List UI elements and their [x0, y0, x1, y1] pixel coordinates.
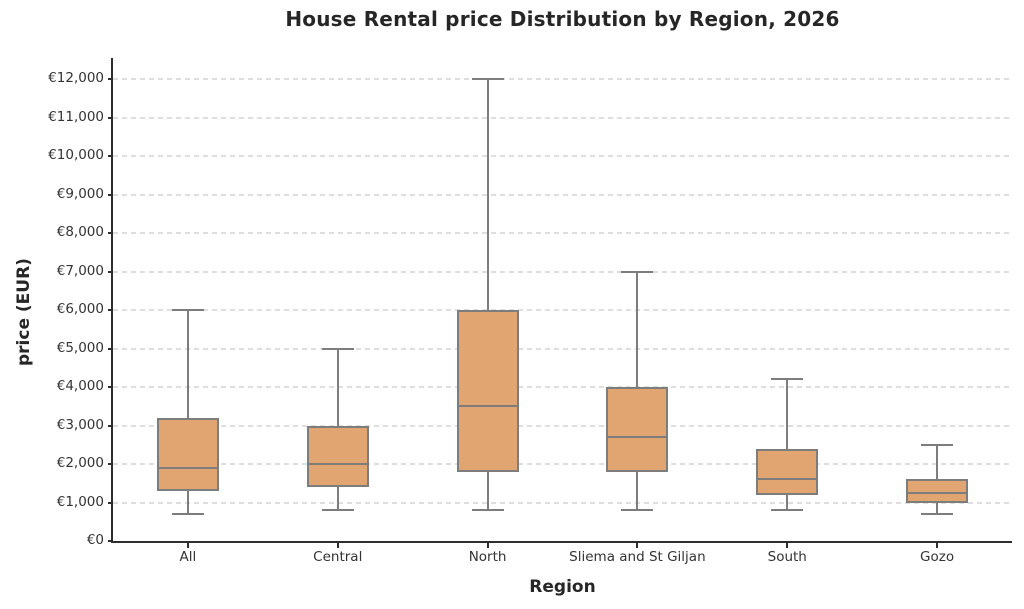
y-tick-label-11000: €11,000 — [48, 108, 104, 125]
whisker-cap-max-all — [171, 309, 204, 312]
gridline-6000 — [113, 309, 1012, 312]
boxplot-box-all — [156, 417, 219, 491]
y-tick-label-1000: €1,000 — [56, 493, 104, 510]
whisker-cap-max-north — [471, 78, 504, 81]
y-tick-label-7000: €7,000 — [56, 262, 104, 279]
whisker-upper-north — [486, 79, 489, 311]
y-tick-label-6000: €6,000 — [56, 301, 104, 318]
boxplot-box-sliema-and-st-giljan — [606, 387, 669, 472]
y-tick-2000 — [108, 463, 113, 466]
whisker-upper-all — [186, 310, 189, 418]
x-tick-south — [786, 543, 789, 548]
x-tick-north — [486, 543, 489, 548]
y-tick-1000 — [108, 501, 113, 504]
median-line-south — [756, 478, 819, 481]
whisker-cap-min-north — [471, 509, 504, 512]
x-tick-gozo — [936, 543, 939, 548]
gridline-5000 — [113, 347, 1012, 350]
gridline-10000 — [113, 155, 1012, 158]
y-tick-label-8000: €8,000 — [56, 224, 104, 241]
x-tick-label-all: All — [179, 549, 197, 565]
whisker-lower-north — [486, 471, 489, 511]
gridline-9000 — [113, 193, 1012, 196]
whisker-upper-sliema-and-st-giljan — [636, 271, 639, 388]
x-tick-label-sliema-and-st-giljan: Sliema and St Giljan — [569, 549, 706, 565]
whisker-cap-min-sliema-and-st-giljan — [621, 509, 654, 512]
median-line-sliema-and-st-giljan — [606, 436, 669, 439]
y-tick-6000 — [108, 309, 113, 312]
y-tick-label-10000: €10,000 — [48, 147, 104, 164]
y-tick-12000 — [108, 78, 113, 81]
gridline-3000 — [113, 424, 1012, 427]
y-tick-label-3000: €3,000 — [56, 416, 104, 433]
whisker-cap-min-south — [771, 509, 804, 512]
boxplot-box-north — [456, 310, 519, 472]
x-tick-label-south: South — [767, 549, 807, 565]
boxplot-box-central — [306, 425, 369, 488]
whisker-lower-gozo — [936, 502, 939, 515]
y-tick-4000 — [108, 386, 113, 389]
y-tick-3000 — [108, 424, 113, 427]
boxplot-box-south — [756, 448, 819, 495]
gridline-12000 — [113, 78, 1012, 81]
x-tick-label-gozo: Gozo — [920, 549, 955, 565]
x-tick-central — [336, 543, 339, 548]
y-tick-11000 — [108, 116, 113, 119]
boxplot-box-gozo — [906, 479, 969, 503]
x-tick-all — [186, 543, 189, 548]
y-tick-0 — [108, 540, 113, 542]
gridline-8000 — [113, 232, 1012, 235]
y-tick-5000 — [108, 347, 113, 350]
y-tick-9000 — [108, 193, 113, 196]
whisker-lower-sliema-and-st-giljan — [636, 471, 639, 511]
gridline-7000 — [113, 270, 1012, 273]
x-tick-label-north: North — [468, 549, 507, 565]
x-axis-title: Region — [529, 577, 596, 597]
y-tick-label-2000: €2,000 — [56, 455, 104, 472]
y-tick-7000 — [108, 270, 113, 273]
y-tick-label-12000: €12,000 — [48, 70, 104, 87]
whisker-upper-gozo — [936, 444, 939, 480]
y-tick-10000 — [108, 155, 113, 158]
y-tick-label-9000: €9,000 — [56, 185, 104, 202]
x-tick-label-central: Central — [313, 549, 363, 565]
whisker-cap-max-gozo — [921, 443, 954, 446]
chart-title: House Rental price Distribution by Regio… — [285, 7, 840, 31]
whisker-cap-max-south — [771, 378, 804, 381]
y-tick-label-4000: €4,000 — [56, 378, 104, 395]
whisker-cap-max-sliema-and-st-giljan — [621, 270, 654, 273]
y-tick-label-5000: €5,000 — [56, 339, 104, 356]
whisker-lower-all — [186, 490, 189, 515]
whisker-cap-min-gozo — [921, 513, 954, 516]
gridline-2000 — [113, 463, 1012, 466]
median-line-gozo — [906, 491, 969, 494]
whisker-cap-max-central — [321, 347, 354, 350]
whisker-upper-south — [786, 379, 789, 449]
whisker-lower-central — [336, 487, 339, 511]
median-line-central — [306, 463, 369, 466]
whisker-upper-central — [336, 348, 339, 426]
y-tick-label-0: €0 — [86, 532, 104, 548]
median-line-north — [456, 405, 519, 408]
whisker-lower-south — [786, 494, 789, 511]
whisker-cap-min-central — [321, 509, 354, 512]
gridline-1000 — [113, 501, 1012, 504]
x-tick-sliema-and-st-giljan — [636, 543, 639, 548]
median-line-all — [156, 466, 219, 469]
y-axis-spine — [111, 58, 113, 543]
gridline-11000 — [113, 116, 1012, 119]
gridline-4000 — [113, 386, 1012, 389]
whisker-cap-min-all — [171, 513, 204, 516]
y-tick-8000 — [108, 232, 113, 235]
x-axis-spine — [111, 541, 1012, 543]
